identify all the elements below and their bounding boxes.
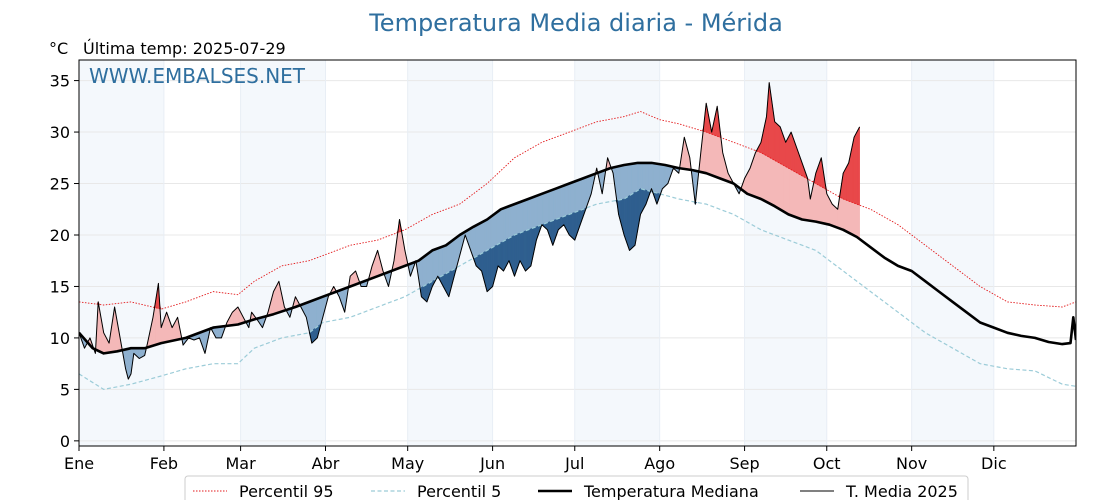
x-tick-label: Oct (813, 454, 841, 473)
series-line-1 (79, 188, 1076, 390)
series-line-3 (79, 82, 861, 380)
x-tick-label: Abr (312, 454, 340, 473)
grid (78, 60, 1076, 446)
series-line-2 (79, 161, 1076, 355)
x-tick-label: May (391, 454, 424, 473)
series-lines (79, 82, 1076, 390)
month-band-ene (79, 60, 164, 446)
x-tick-label: Mar (226, 454, 257, 473)
last-temp-label: Última temp: 2025-07-29 (83, 39, 286, 58)
y-tick-label: 10 (50, 329, 70, 348)
y-tick-label: 15 (50, 277, 70, 296)
x-tick-label: Jul (564, 454, 584, 473)
y-tick-label: 5 (60, 380, 70, 399)
chart-title: Temperatura Media diaria - Mérida (368, 9, 783, 37)
legend-label-2025: T. Media 2025 (845, 482, 958, 500)
y-tick-label: 25 (50, 175, 70, 194)
x-axis: Ene Feb Mar Abr May Jun Jul Ago Sep Oct Nov Dic (64, 446, 1007, 473)
y-unit-label: °C (49, 39, 68, 58)
legend-label-median: Temperatura Mediana (583, 482, 759, 500)
x-tick-label: Sep (730, 454, 760, 473)
x-tick-label: Dic (981, 454, 1007, 473)
x-tick-label: Feb (150, 454, 178, 473)
month-band-mar (240, 60, 326, 446)
x-tick-label: Jun (479, 454, 505, 473)
month-bands (79, 60, 994, 446)
month-band-nov (911, 60, 994, 446)
x-tick-label: Ene (64, 454, 94, 473)
x-tick-label: Ago (644, 454, 675, 473)
warm-anomaly-fill (857, 204, 860, 240)
x-tick-label: Nov (896, 454, 927, 473)
legend: Percentil 95 Percentil 5 Temperatura Med… (184, 475, 969, 500)
legend-label-p5: Percentil 5 (417, 482, 501, 500)
series-line-0 (79, 111, 1076, 310)
legend-box (184, 475, 969, 500)
month-band-sep (744, 60, 827, 446)
extreme-warm-fill (857, 126, 860, 206)
y-axis: 0 5 10 15 20 25 30 35 (50, 72, 79, 451)
y-tick-label: 0 (60, 432, 70, 451)
y-tick-label: 35 (50, 72, 70, 91)
legend-label-p95: Percentil 95 (239, 482, 334, 500)
y-tick-label: 20 (50, 226, 70, 245)
plot-frame (78, 59, 1077, 447)
y-tick-label: 30 (50, 123, 70, 142)
watermark: WWW.EMBALSES.NET (89, 64, 306, 88)
